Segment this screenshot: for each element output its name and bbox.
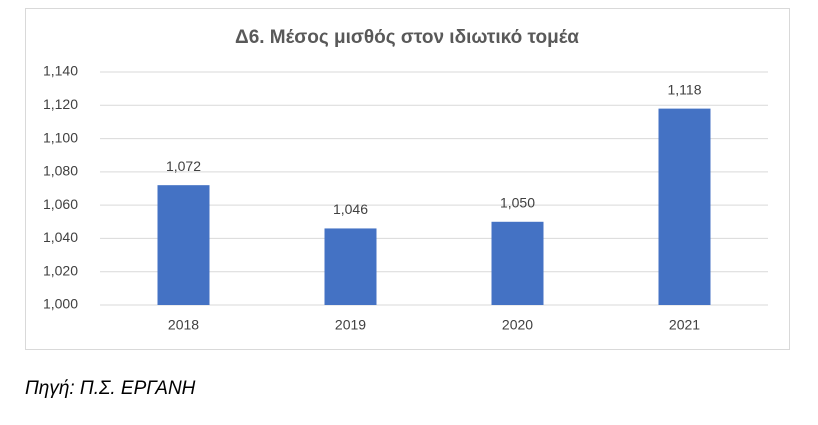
y-tick-label: 1,120 (43, 96, 78, 112)
y-tick-label: 1,100 (43, 129, 78, 145)
bar (324, 228, 377, 305)
y-tick-label: 1,060 (43, 196, 78, 212)
value-label: 1,050 (500, 194, 535, 210)
y-tick-label: 1,040 (43, 229, 78, 245)
chart: Δ6. Μέσος μισθός στον ιδιωτικό τομέα 1,0… (25, 8, 790, 350)
value-label: 1,072 (166, 158, 201, 174)
y-tick-label: 1,000 (43, 296, 78, 312)
value-label: 1,118 (668, 81, 702, 97)
x-tick-label: 2019 (335, 317, 366, 333)
bar (157, 185, 210, 305)
bar (491, 221, 544, 305)
x-tick-label: 2021 (669, 317, 700, 333)
chart-title: Δ6. Μέσος μισθός στον ιδιωτικό τομέα (235, 27, 579, 48)
source-caption: Πηγή: Π.Σ. ΕΡΓΑΝΗ (25, 378, 196, 399)
y-tick-label: 1,140 (43, 63, 78, 79)
value-label: 1,046 (333, 201, 368, 217)
y-tick-label: 1,080 (43, 163, 78, 179)
x-tick-label: 2020 (502, 317, 533, 333)
x-tick-label: 2018 (168, 317, 199, 333)
y-tick-label: 1,020 (43, 262, 78, 278)
bar (658, 108, 711, 305)
